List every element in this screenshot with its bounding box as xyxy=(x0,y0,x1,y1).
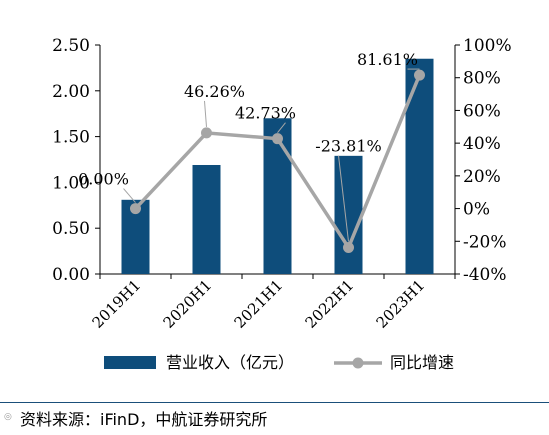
growth-data-label: -23.81% xyxy=(315,137,381,156)
growth-point xyxy=(414,69,425,81)
label-leader-line xyxy=(204,100,207,127)
x-tick-label: 2020H1 xyxy=(160,276,216,332)
right-tick-label: 100% xyxy=(463,36,512,56)
growth-data-label: 42.73% xyxy=(235,104,296,123)
growth-data-label: 81.61% xyxy=(357,50,418,69)
right-tick-label: -20% xyxy=(463,232,507,252)
growth-data-label: 0.00% xyxy=(78,170,129,189)
source-note: 资料来源：iFinD，中航证券研究所 xyxy=(20,410,268,429)
growth-point xyxy=(272,133,283,145)
x-tick-label: 2021H1 xyxy=(231,276,287,332)
growth-data-label: 46.26% xyxy=(184,82,245,101)
watermark-icon: ◎ xyxy=(4,412,12,422)
right-tick-label: 0% xyxy=(463,200,490,220)
legend-bar-swatch xyxy=(104,356,156,369)
left-tick-label: 1.00 xyxy=(52,173,90,193)
left-tick-label: 2.00 xyxy=(52,82,90,102)
x-tick-label: 2022H1 xyxy=(302,276,358,332)
left-tick-label: 2.50 xyxy=(52,36,90,56)
growth-point xyxy=(201,127,212,139)
legend-line-label: 同比增速 xyxy=(390,353,454,372)
right-tick-label: 20% xyxy=(463,167,501,187)
revenue-bar xyxy=(263,118,292,274)
x-tick-label: 2023H1 xyxy=(373,276,429,332)
footer-divider xyxy=(0,402,549,435)
left-tick-label: 0.00 xyxy=(52,265,90,285)
legend-line-marker xyxy=(352,357,364,369)
legend-bar-label: 营业收入（亿元） xyxy=(166,353,294,372)
revenue-bar xyxy=(192,164,221,274)
label-leader-line xyxy=(338,155,349,242)
legend: 营业收入（亿元） 同比增速 xyxy=(104,353,454,372)
growth-line xyxy=(130,69,425,254)
revenue-bar xyxy=(405,58,434,274)
right-tick-label: 60% xyxy=(463,101,501,121)
growth-point xyxy=(130,203,141,215)
chart: 0.00 0.50 1.00 1.50 2.00 2.50 -40% -20% 0% 20% 40%… xyxy=(52,36,512,372)
x-tick-label: 2019H1 xyxy=(89,276,145,332)
right-tick-label: 40% xyxy=(463,134,501,154)
right-tick-label: 80% xyxy=(463,69,501,89)
revenue-bar xyxy=(334,155,363,274)
left-tick-label: 0.50 xyxy=(52,219,90,239)
right-tick-label: -40% xyxy=(463,265,507,285)
label-leader-line xyxy=(277,122,286,133)
data-labels: 0.00% 46.26% 42.73% -23.81% 81.61% xyxy=(78,50,420,242)
left-tick-label: 1.50 xyxy=(52,128,90,148)
label-leader-line xyxy=(123,188,136,203)
growth-point xyxy=(343,242,354,254)
bars xyxy=(121,58,434,274)
